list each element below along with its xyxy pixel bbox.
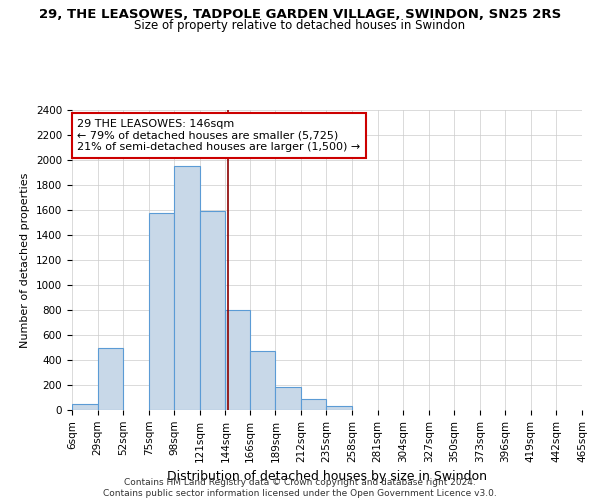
Bar (326, 406, 352, 410)
Bar (149, 213, 174, 410)
Bar (98, 348, 123, 410)
X-axis label: Distribution of detached houses by size in Swindon: Distribution of detached houses by size … (167, 470, 487, 483)
Y-axis label: Number of detached properties: Number of detached properties (20, 172, 31, 348)
Text: 29 THE LEASOWES: 146sqm
← 79% of detached houses are smaller (5,725)
21% of semi: 29 THE LEASOWES: 146sqm ← 79% of detache… (77, 119, 361, 152)
Bar (301, 399, 326, 410)
Bar (250, 350, 275, 410)
Text: 29, THE LEASOWES, TADPOLE GARDEN VILLAGE, SWINDON, SN25 2RS: 29, THE LEASOWES, TADPOLE GARDEN VILLAGE… (39, 8, 561, 20)
Bar (72, 404, 98, 410)
Bar (275, 387, 301, 410)
Text: Size of property relative to detached houses in Swindon: Size of property relative to detached ho… (134, 18, 466, 32)
Bar (226, 310, 250, 410)
Bar (200, 211, 226, 410)
Bar (174, 166, 200, 410)
Text: Contains HM Land Registry data © Crown copyright and database right 2024.
Contai: Contains HM Land Registry data © Crown c… (103, 478, 497, 498)
